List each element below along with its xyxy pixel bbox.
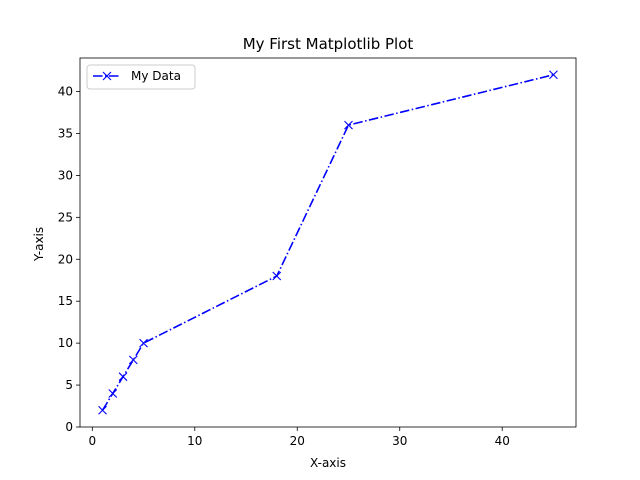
y-tick-label: 0 (65, 420, 73, 434)
data-point (128, 355, 138, 365)
x-tick-label: 30 (392, 434, 407, 448)
data-point (272, 271, 282, 281)
chart-title: My First Matplotlib Plot (243, 35, 414, 53)
data-point (108, 389, 118, 398)
x-tick-label: 20 (290, 434, 305, 448)
y-tick-label: 5 (65, 378, 73, 392)
data-point (118, 372, 128, 382)
y-tick-label: 10 (58, 336, 73, 350)
x-tick-label: 40 (495, 434, 510, 448)
data-point (549, 70, 558, 80)
y-axis-label: Y-axis (32, 227, 46, 262)
legend-marker-sample (102, 71, 112, 81)
y-tick-label: 20 (58, 252, 73, 266)
data-point (344, 120, 353, 130)
x-axis-label: X-axis (310, 456, 346, 470)
y-tick-label: 40 (58, 85, 73, 99)
x-tick-label: 10 (187, 434, 202, 448)
y-tick-label: 25 (58, 210, 73, 224)
data-point (98, 405, 107, 415)
legend: My Data (86, 64, 196, 90)
legend-box (86, 64, 196, 90)
series-line (101, 73, 554, 411)
legend-label: My Data (131, 69, 181, 83)
x-tick-label: 0 (88, 434, 96, 448)
plot-area: 0 10 20 30 40 0 5 10 15 20 25 30 35 40 (58, 57, 577, 448)
axes-frame (79, 57, 577, 428)
y-tick-label: 35 (58, 126, 73, 140)
y-tick-label: 15 (58, 294, 73, 308)
y-tick-label: 30 (58, 168, 73, 182)
data-point (139, 338, 148, 348)
